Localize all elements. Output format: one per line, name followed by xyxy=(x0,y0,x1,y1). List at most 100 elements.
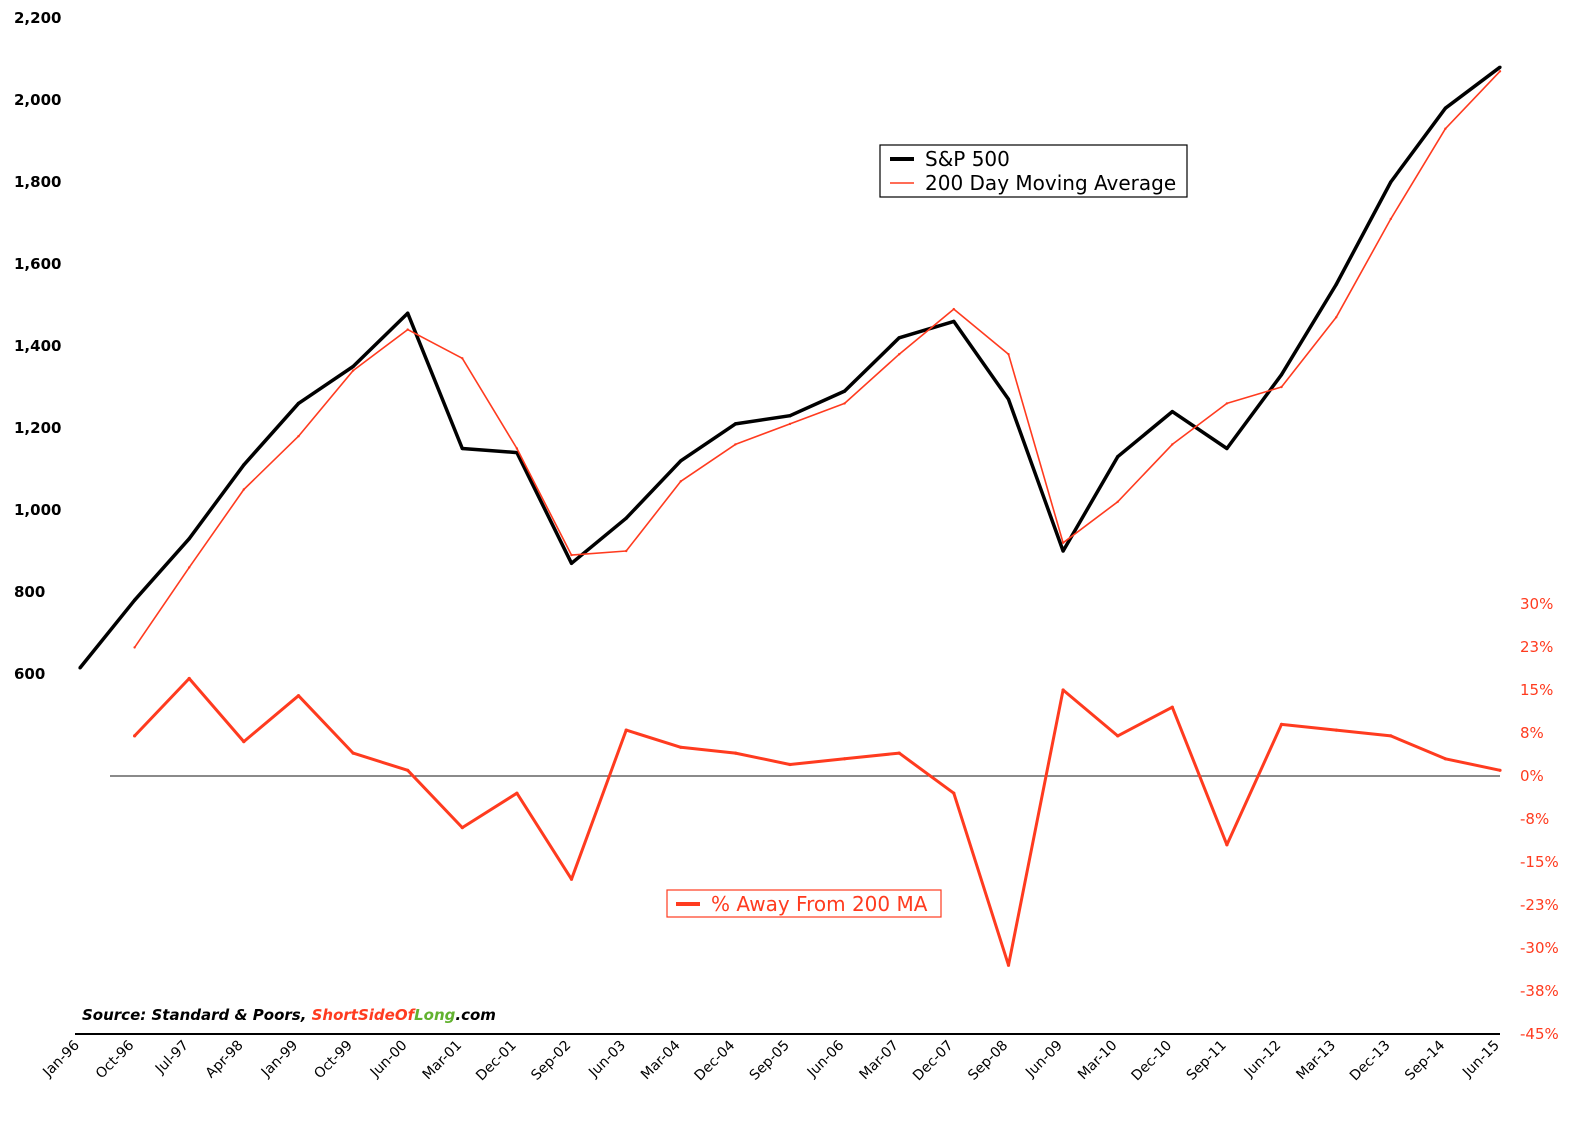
x-tick-label: Jun-03 xyxy=(585,1038,629,1082)
source-site-3: Long xyxy=(414,1006,456,1024)
data-point xyxy=(788,422,792,426)
right-tick-label: -30% xyxy=(1520,939,1559,957)
data-point xyxy=(570,553,573,557)
data-point xyxy=(1389,217,1393,221)
data-point xyxy=(1389,734,1393,738)
data-point xyxy=(1061,541,1065,544)
left-tick-label: 1,600 xyxy=(14,255,61,273)
right-tick-label: -23% xyxy=(1520,896,1559,914)
right-tick-label: 30% xyxy=(1520,595,1553,613)
data-point xyxy=(1498,65,1502,69)
data-point xyxy=(133,646,136,649)
data-point xyxy=(1225,402,1229,405)
x-tick-label: Jun-12 xyxy=(1241,1038,1285,1082)
right-tick-label: -8% xyxy=(1520,810,1549,828)
data-point xyxy=(1006,963,1011,967)
data-point xyxy=(679,459,683,463)
x-tick-label: Sep-05 xyxy=(747,1038,793,1084)
data-point xyxy=(1334,282,1338,287)
x-tick-label: Dec-07 xyxy=(910,1038,957,1085)
legend-bottom: % Away From 200 MA xyxy=(666,889,942,918)
data-point xyxy=(351,369,355,372)
left-tick-label: 1,200 xyxy=(14,419,61,437)
data-point xyxy=(1171,443,1174,446)
data-point xyxy=(1334,728,1338,732)
x-tick-label: Oct-99 xyxy=(311,1038,356,1083)
data-point xyxy=(1061,549,1065,553)
x-tick-label: Mar-01 xyxy=(420,1038,466,1084)
source-site-1: Short xyxy=(312,1006,359,1024)
legend-label-pct: % Away From 200 MA xyxy=(711,892,928,916)
source-prefix: Source: Standard & Poors, xyxy=(82,1006,312,1024)
x-tick-label: Mar-07 xyxy=(857,1038,903,1084)
data-point xyxy=(461,357,464,360)
x-tick-label: Sep-14 xyxy=(1402,1037,1448,1083)
data-point xyxy=(78,666,82,670)
x-tick-label: Oct-96 xyxy=(93,1037,138,1082)
data-point xyxy=(242,740,246,744)
data-point xyxy=(1443,757,1447,761)
data-point xyxy=(897,336,901,340)
x-tick-label: Sep-02 xyxy=(528,1038,574,1084)
left-tick-label: 1,800 xyxy=(14,173,61,191)
data-point xyxy=(1279,373,1284,377)
series-group xyxy=(78,65,1502,967)
data-point xyxy=(679,480,682,483)
right-tick-label: 8% xyxy=(1520,724,1544,742)
data-point xyxy=(1280,385,1283,389)
data-point xyxy=(1444,127,1447,130)
data-point xyxy=(515,447,519,450)
data-point xyxy=(1498,768,1502,772)
data-point xyxy=(296,694,301,698)
left-tick-label: 800 xyxy=(14,583,45,601)
data-point xyxy=(569,561,574,565)
x-tick-label: Sep-08 xyxy=(965,1038,1011,1084)
left-tick-label: 600 xyxy=(14,665,45,683)
x-tick-label: Sep-11 xyxy=(1184,1038,1230,1084)
left-axis-ticks: 600 800 1,000 1,200 1,400 1,600 1,800 2,000 2,20… xyxy=(14,9,61,683)
data-point xyxy=(242,463,246,467)
data-point xyxy=(625,549,628,553)
data-point xyxy=(1170,410,1174,414)
legend-label-sp500: S&P 500 xyxy=(925,147,1010,171)
series-line-ma xyxy=(133,70,1501,648)
legend-label-ma: 200 Day Moving Average xyxy=(925,171,1176,195)
data-point xyxy=(952,307,955,311)
source-note: Source: Standard & Poors, ShortSideOfLon… xyxy=(82,1006,496,1024)
data-point xyxy=(624,728,628,732)
data-point xyxy=(1335,316,1338,319)
data-point xyxy=(788,762,792,767)
data-point xyxy=(1389,180,1393,184)
x-tick-label: Jan-96 xyxy=(39,1037,83,1081)
data-point xyxy=(1006,397,1011,401)
legend-top: S&P 500 200 Day Moving Average xyxy=(879,144,1188,198)
x-tick-label: Jun-15 xyxy=(1459,1038,1503,1082)
data-point xyxy=(952,791,956,795)
data-point xyxy=(843,389,847,393)
data-point xyxy=(733,751,738,755)
x-tick-label: Jun-00 xyxy=(367,1038,411,1082)
data-point xyxy=(406,768,410,772)
data-point xyxy=(1116,455,1120,459)
x-tick-label: Jul-97 xyxy=(152,1038,192,1078)
data-point xyxy=(1443,106,1447,110)
x-tick-label: Dec-04 xyxy=(692,1037,739,1084)
data-point xyxy=(515,791,519,795)
data-point xyxy=(733,422,738,426)
source-site-4: .com xyxy=(455,1006,496,1024)
data-point xyxy=(897,751,901,755)
data-point xyxy=(788,414,792,418)
data-point xyxy=(1498,70,1502,73)
data-point xyxy=(734,443,737,446)
x-tick-label: Apr-98 xyxy=(203,1038,247,1082)
data-point xyxy=(1061,688,1065,692)
right-tick-label: -45% xyxy=(1520,1025,1559,1043)
data-point xyxy=(1116,734,1120,738)
series-line-pct xyxy=(133,677,1501,967)
data-point xyxy=(351,364,355,369)
data-point xyxy=(952,319,956,323)
right-tick-label: 23% xyxy=(1520,638,1553,656)
data-point xyxy=(843,402,846,405)
left-tick-label: 2,200 xyxy=(14,9,61,27)
